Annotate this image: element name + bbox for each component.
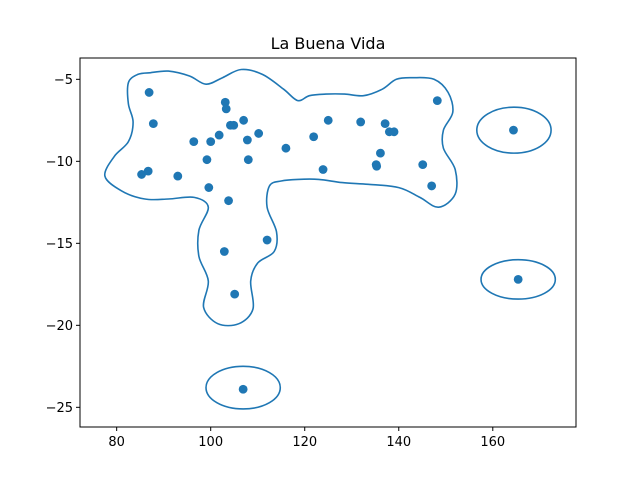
data-point	[372, 161, 382, 171]
x-tick-label: 120	[292, 435, 317, 450]
x-tick-label: 100	[198, 435, 223, 450]
contour-upper-right-island	[475, 106, 552, 154]
x-tick-label: 140	[386, 435, 411, 450]
data-point	[376, 148, 385, 158]
data-point	[220, 97, 230, 107]
data-point	[137, 170, 146, 179]
y-tick-label: −15	[46, 237, 73, 252]
data-point	[224, 196, 233, 206]
data-point	[189, 137, 199, 147]
contour-main-region	[104, 68, 458, 327]
y-axis-ticks: −5 −10 −15 −20 −25	[46, 73, 80, 416]
data-point	[254, 129, 264, 138]
data-point	[243, 155, 253, 165]
chart-title: La Buena Vida	[271, 34, 386, 53]
data-point	[380, 119, 390, 128]
x-tick-label: 160	[480, 435, 505, 450]
data-point	[219, 247, 229, 256]
data-point	[144, 88, 154, 97]
data-point	[427, 181, 437, 191]
data-point	[323, 115, 333, 125]
y-tick-label: −20	[46, 319, 73, 334]
data-point	[281, 143, 291, 153]
data-point	[238, 384, 248, 394]
data-point	[356, 117, 366, 127]
data-point	[221, 104, 231, 114]
data-point	[389, 127, 399, 137]
data-point	[202, 155, 212, 165]
points-layer	[137, 88, 523, 394]
y-tick-label: −5	[54, 73, 73, 88]
y-tick-label: −25	[46, 401, 73, 416]
x-axis-ticks: 80 100 120 140 160	[108, 427, 505, 450]
data-point	[148, 119, 158, 128]
y-tick-label: −10	[46, 155, 73, 170]
data-point	[262, 235, 272, 245]
contour-lower-right-island	[480, 258, 557, 300]
data-point	[242, 135, 252, 145]
data-point	[509, 125, 518, 135]
contour-bottom-island	[205, 365, 282, 410]
contour-layer	[104, 68, 557, 410]
data-point	[239, 115, 249, 125]
data-point	[513, 275, 523, 284]
data-point	[206, 137, 216, 147]
data-point	[230, 289, 240, 299]
data-point	[432, 96, 442, 106]
data-point	[173, 171, 183, 181]
data-point	[204, 183, 214, 192]
axes-frame	[79, 57, 577, 428]
data-point	[214, 130, 224, 140]
data-point	[143, 166, 153, 176]
x-tick-label: 80	[108, 435, 125, 450]
data-point	[318, 165, 328, 174]
data-point	[418, 160, 428, 170]
data-point	[229, 120, 239, 130]
data-point	[309, 132, 319, 142]
